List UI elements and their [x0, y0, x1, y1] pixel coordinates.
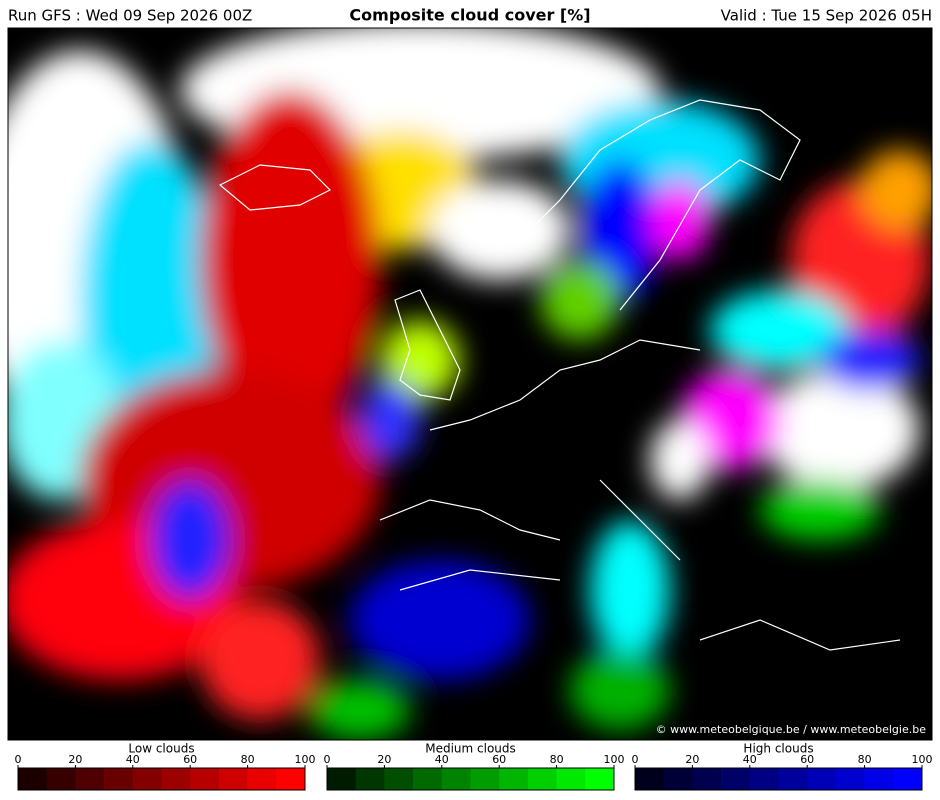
- colorbar-segment: [384, 768, 414, 790]
- colorbar-frame: [326, 767, 615, 791]
- colorbar-segment: [778, 768, 808, 790]
- colorbar-tick-label: 60: [492, 753, 506, 766]
- colorbar-segment: [247, 768, 277, 790]
- colorbar-tick-label: 80: [241, 753, 255, 766]
- colorbar-segment: [132, 768, 162, 790]
- colorbar-tick-label: 0: [15, 753, 22, 766]
- colorbar-segment: [692, 768, 722, 790]
- colorbar-segment: [499, 768, 529, 790]
- valid-info: Valid : Tue 15 Sep 2026 05H: [721, 7, 932, 25]
- colorbar-tick-label: 40: [435, 753, 449, 766]
- colorbar-segment: [663, 768, 693, 790]
- colorbar-segment: [18, 768, 47, 790]
- colorbar-tick-label: 20: [68, 753, 82, 766]
- colorbar-segment: [527, 768, 557, 790]
- colorbar-segment: [635, 768, 664, 790]
- colorbar-segment: [327, 768, 356, 790]
- colorbar-label: Medium clouds: [425, 742, 516, 756]
- colorbar-label: High clouds: [743, 742, 813, 756]
- colorbar-segment: [276, 768, 306, 790]
- colorbar-segment: [46, 768, 76, 790]
- colorbar-segment: [218, 768, 248, 790]
- colorbar-segment: [893, 768, 923, 790]
- colorbar-segment: [556, 768, 586, 790]
- credit: © www.meteobelgique.be / www.meteobelgie…: [656, 723, 927, 736]
- colorbar-frame: [17, 767, 306, 791]
- colorbar-tick-label: 80: [550, 753, 564, 766]
- colorbar-segment: [721, 768, 751, 790]
- colorbar-tick-label: 40: [743, 753, 757, 766]
- colorbar-segment: [441, 768, 471, 790]
- colorbar-segment: [835, 768, 865, 790]
- colorbar-segment: [807, 768, 837, 790]
- colorbar-segment: [749, 768, 779, 790]
- colorbar-tick-label: 20: [377, 753, 391, 766]
- colorbar-tick-label: 40: [126, 753, 140, 766]
- colorbar-segment: [104, 768, 134, 790]
- colorbar-tick-label: 100: [912, 753, 933, 766]
- map-title: Composite cloud cover [%]: [349, 6, 590, 25]
- colorbar-segment: [413, 768, 443, 790]
- colorbar-tick-label: 20: [685, 753, 699, 766]
- colorbar-segment: [864, 768, 894, 790]
- colorbar-tick-label: 0: [324, 753, 331, 766]
- colorbar-segment: [161, 768, 191, 790]
- colorbar-tick-label: 100: [295, 753, 316, 766]
- colorbar-tick-label: 60: [800, 753, 814, 766]
- colorbar-label: Low clouds: [128, 742, 194, 756]
- colorbar-segment: [585, 768, 615, 790]
- colorbar-tick-label: 60: [183, 753, 197, 766]
- colorbar-segment: [190, 768, 220, 790]
- colorbar-segment: [75, 768, 105, 790]
- colorbar-tick-label: 0: [632, 753, 639, 766]
- map: © www.meteobelgique.be / www.meteobelgie…: [8, 28, 932, 740]
- colorbar-frame: [634, 767, 923, 791]
- run-info: Run GFS : Wed 09 Sep 2026 00Z: [8, 7, 252, 25]
- colorbar-segment: [470, 768, 500, 790]
- colorbars: Low clouds 0 20 40 60 80 100 Medium clouds 0 20 40…: [15, 742, 933, 791]
- colorbar-segment: [355, 768, 385, 790]
- colorbar-tick-label: 100: [604, 753, 625, 766]
- colorbar-tick-label: 80: [858, 753, 872, 766]
